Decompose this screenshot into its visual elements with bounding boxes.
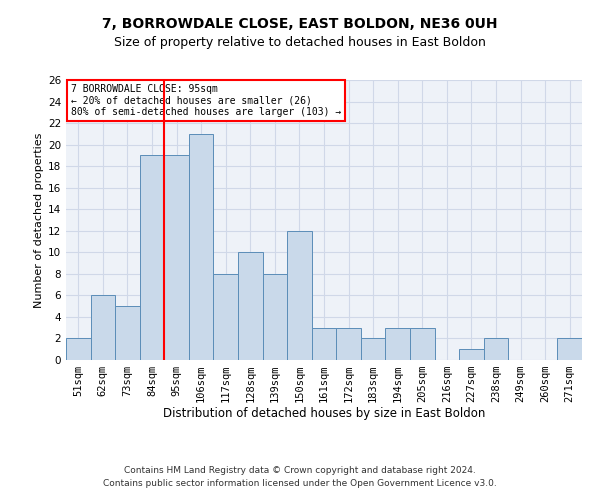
Text: Size of property relative to detached houses in East Boldon: Size of property relative to detached ho…	[114, 36, 486, 49]
Bar	[238, 252, 263, 360]
Text: Contains HM Land Registry data © Crown copyright and database right 2024.
Contai: Contains HM Land Registry data © Crown c…	[103, 466, 497, 487]
Bar	[385, 328, 410, 360]
Bar	[287, 231, 312, 360]
Bar	[459, 349, 484, 360]
Bar	[91, 296, 115, 360]
Bar	[164, 156, 189, 360]
Text: 7, BORROWDALE CLOSE, EAST BOLDON, NE36 0UH: 7, BORROWDALE CLOSE, EAST BOLDON, NE36 0…	[102, 18, 498, 32]
Bar	[214, 274, 238, 360]
Bar	[336, 328, 361, 360]
Bar	[115, 306, 140, 360]
Bar	[263, 274, 287, 360]
Bar	[410, 328, 434, 360]
Text: 7 BORROWDALE CLOSE: 95sqm
← 20% of detached houses are smaller (26)
80% of semi-: 7 BORROWDALE CLOSE: 95sqm ← 20% of detac…	[71, 84, 341, 117]
X-axis label: Distribution of detached houses by size in East Boldon: Distribution of detached houses by size …	[163, 406, 485, 420]
Bar	[189, 134, 214, 360]
Bar	[66, 338, 91, 360]
Bar	[312, 328, 336, 360]
Y-axis label: Number of detached properties: Number of detached properties	[34, 132, 44, 308]
Bar	[557, 338, 582, 360]
Bar	[484, 338, 508, 360]
Bar	[361, 338, 385, 360]
Bar	[140, 156, 164, 360]
